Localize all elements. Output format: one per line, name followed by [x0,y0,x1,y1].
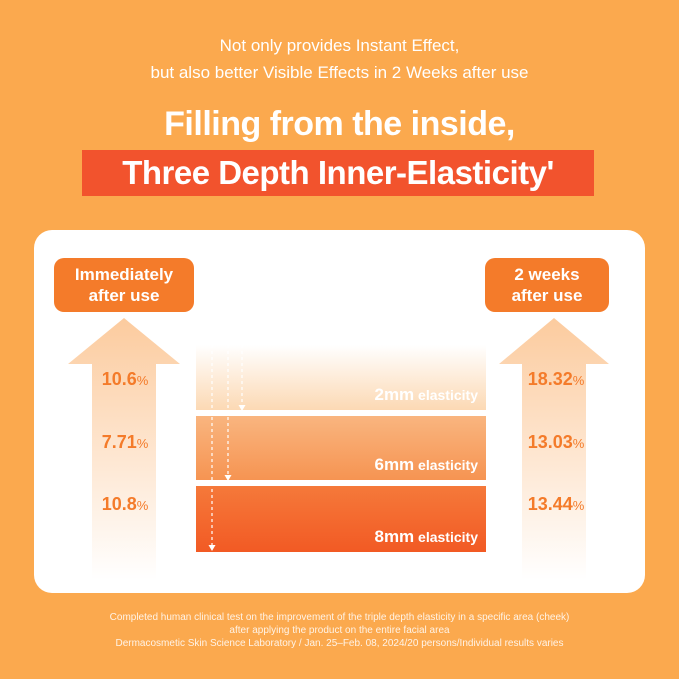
band-8mm: 8mm elasticity [196,486,486,552]
label-immediately-line-2: after use [88,286,160,305]
band-2mm-depth: 2mm [374,385,415,404]
band-6mm-depth: 6mm [374,455,415,474]
left-value-6mm-unit: % [136,436,149,451]
footnote-line-2: after applying the product on the entire… [229,625,450,636]
label-two-weeks: 2 weeks after use [485,258,609,312]
right-value-6mm: 13.03% [513,432,599,453]
intro-line-2: but also better Visible Effects in 2 Wee… [150,63,529,82]
right-value-2mm: 18.32% [513,369,599,390]
right-value-2mm-number: 18.32 [527,369,573,389]
left-value-2mm-number: 10.6 [101,369,137,389]
label-immediately: Immediately after use [54,258,194,312]
footnote-line-3: Dermacosmetic Skin Science Laboratory / … [115,638,564,649]
depth-arrows-icon [208,345,246,551]
band-6mm-label: 6mm elasticity [374,455,478,475]
footnote: Completed human clinical test on the imp… [0,611,679,650]
right-value-6mm-number: 13.03 [527,432,573,452]
intro-text: Not only provides Instant Effect, but al… [0,32,679,86]
right-value-8mm: 13.44% [513,494,599,515]
left-up-arrow-icon [68,318,180,580]
right-value-6mm-unit: % [572,436,585,451]
left-value-8mm-number: 10.8 [101,494,137,514]
band-8mm-suffix: elasticity [414,529,478,545]
right-value-2mm-unit: % [572,373,585,388]
band-6mm-suffix: elasticity [414,457,478,473]
band-2mm: 2mm elasticity [196,345,486,410]
label-two-weeks-line-1: 2 weeks [514,265,580,284]
right-value-8mm-number: 13.44 [527,494,573,514]
band-6mm: 6mm elasticity [196,416,486,480]
band-2mm-suffix: elasticity [414,387,478,403]
headline-line-1: Filling from the inside, [164,105,515,143]
intro-line-1: Not only provides Instant Effect, [219,36,460,55]
left-value-8mm-unit: % [136,498,149,513]
left-value-2mm-unit: % [136,373,149,388]
label-immediately-line-1: Immediately [74,265,174,284]
left-value-8mm: 10.8% [90,494,160,515]
left-value-2mm: 10.6% [90,369,160,390]
band-8mm-depth: 8mm [374,527,415,546]
right-up-arrow-icon [499,318,609,580]
headline-highlight-box [82,150,594,196]
band-2mm-label: 2mm elasticity [374,385,478,405]
footnote-line-1: Completed human clinical test on the imp… [109,612,570,623]
band-8mm-label: 8mm elasticity [374,527,478,547]
left-value-6mm-number: 7.71 [101,432,137,452]
headline-line-2: Three Depth Inner-Elasticity' [122,154,554,191]
left-value-6mm: 7.71% [90,432,160,453]
right-value-8mm-unit: % [572,498,585,513]
label-two-weeks-line-2: after use [511,286,583,305]
